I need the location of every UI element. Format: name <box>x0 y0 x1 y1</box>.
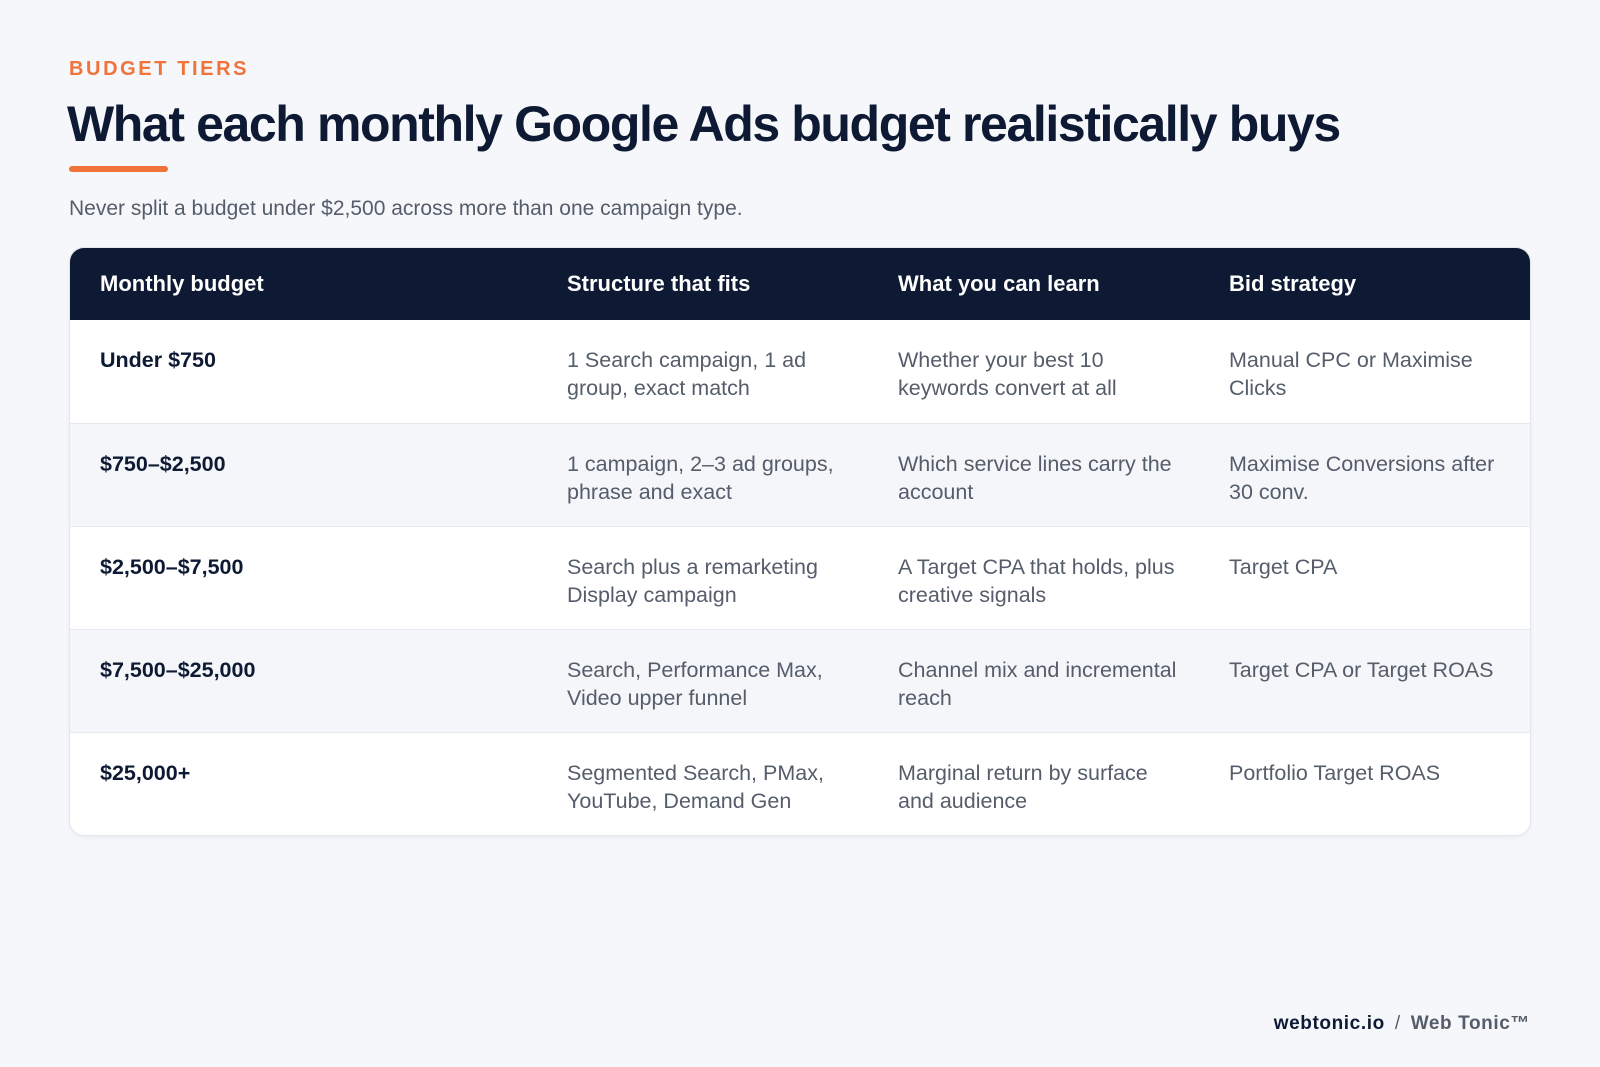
footer-separator: / <box>1394 1013 1401 1034</box>
table-row: $750–$2,500 1 campaign, 2–3 ad groups, p… <box>70 423 1530 526</box>
budget-tiers-table-card: Monthly budget Structure that fits What … <box>70 248 1530 835</box>
learn-cell: Marginal return by surface and audience <box>898 760 1148 813</box>
footer-brand: Web Tonic™ <box>1410 1013 1530 1034</box>
learn-cell: Whether your best 10 keywords convert at… <box>898 348 1117 400</box>
table-header: Monthly budget Structure that fits What … <box>70 248 1530 320</box>
structure-cell: Search plus a remarketing Display campai… <box>567 554 818 607</box>
table-row: $7,500–$25,000 Search, Performance Max, … <box>70 629 1530 732</box>
bid-strategy-cell: Manual CPC or Maximise Clicks <box>1229 348 1473 400</box>
footer-attribution: webtonic.io / Web Tonic™ <box>1274 1013 1530 1035</box>
budget-cell: $750–$2,500 <box>100 451 226 476</box>
budget-cell: Under $750 <box>100 348 216 372</box>
structure-cell: 1 campaign, 2–3 ad groups, phrase and ex… <box>567 451 834 504</box>
title-accent-bar <box>69 166 168 172</box>
budget-cell: $7,500–$25,000 <box>100 657 256 682</box>
bid-strategy-cell: Maximise Conversions after 30 conv. <box>1229 451 1495 504</box>
table-row: $2,500–$7,500 Search plus a remarketing … <box>70 526 1530 629</box>
learn-cell: A Target CPA that holds, plus creative s… <box>898 554 1175 607</box>
learn-cell: Which service lines carry the account <box>898 451 1172 504</box>
column-header-structure: Structure that fits <box>567 271 751 296</box>
page-title: What each monthly Google Ads budget real… <box>67 96 1341 152</box>
column-header-monthly-budget: Monthly budget <box>100 271 264 296</box>
structure-cell: 1 Search campaign, 1 ad group, exact mat… <box>567 348 807 400</box>
footer-site-link[interactable]: webtonic.io <box>1273 1013 1385 1034</box>
eyebrow-label: BUDGET TIERS <box>69 58 250 80</box>
structure-cell: Search, Performance Max, Video upper fun… <box>567 657 823 710</box>
bid-strategy-cell: Portfolio Target ROAS <box>1229 760 1441 785</box>
bid-strategy-cell: Target CPA or Target ROAS <box>1229 657 1494 682</box>
column-header-what-you-can-learn: What you can learn <box>898 271 1100 296</box>
structure-cell: Segmented Search, PMax, YouTube, Demand … <box>567 760 824 813</box>
budget-cell: $2,500–$7,500 <box>100 554 244 579</box>
budget-tiers-table: Monthly budget Structure that fits What … <box>70 248 1530 835</box>
bid-strategy-cell: Target CPA <box>1229 554 1338 579</box>
table-body: Under $750 1 Search campaign, 1 ad group… <box>70 320 1530 835</box>
learn-cell: Channel mix and incremental reach <box>898 657 1177 710</box>
column-header-bid-strategy: Bid strategy <box>1229 271 1357 296</box>
budget-cell: $25,000+ <box>100 760 191 785</box>
page-subtitle: Never split a budget under $2,500 across… <box>69 197 743 220</box>
table-row: Under $750 1 Search campaign, 1 ad group… <box>70 320 1530 423</box>
table-row: $25,000+ Segmented Search, PMax, YouTube… <box>70 732 1530 835</box>
table-header-row: Monthly budget Structure that fits What … <box>70 248 1530 320</box>
